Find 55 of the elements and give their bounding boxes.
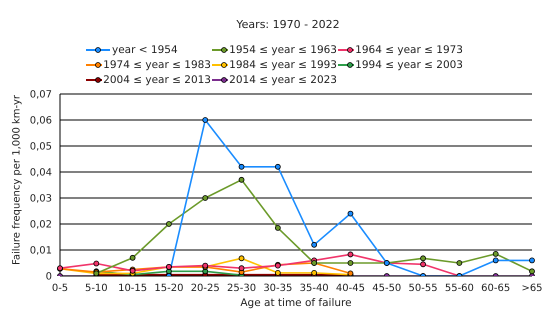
point — [130, 254, 136, 261]
point — [529, 258, 535, 264]
y-tick-label: 0,01 — [30, 246, 52, 257]
x-tick-label: 10-15 — [118, 283, 148, 294]
point — [492, 258, 499, 264]
x-tick-label: 35-40 — [300, 283, 329, 294]
y-tick-label: 0,05 — [30, 142, 52, 153]
x-tick-label: 25-30 — [227, 283, 256, 294]
x-tick-label: 15-20 — [154, 283, 184, 294]
legend-label: 2004 ≤ year ≤ 2013 — [103, 74, 211, 86]
y-tick-label: 0,07 — [30, 90, 52, 101]
point — [529, 268, 535, 274]
point — [348, 260, 354, 266]
point — [238, 265, 244, 272]
legend-label: 1964 ≤ year ≤ 1973 — [355, 44, 463, 56]
point — [202, 195, 208, 201]
x-tick-label: 60-65 — [481, 283, 510, 294]
point — [456, 260, 462, 266]
point — [166, 221, 172, 227]
point — [420, 261, 426, 268]
legend-label: 1954 ≤ year ≤ 1963 — [229, 44, 337, 56]
point — [492, 251, 499, 257]
x-tick-label: 50-55 — [408, 283, 438, 294]
x-tick-label: 55-60 — [444, 283, 474, 294]
x-tick-label: 45-50 — [372, 283, 402, 294]
point — [238, 164, 244, 170]
legend-label: year < 1954 — [112, 44, 178, 56]
legend-label: 1974 ≤ year ≤ 1983 — [103, 59, 211, 71]
x-tick-label: 5-10 — [84, 283, 108, 294]
chart-title: Years: 1970 - 2022 — [235, 17, 341, 33]
y-tick-label: 0 — [46, 272, 52, 283]
x-tick-label: >65 — [521, 283, 543, 294]
y-tick-label: 0,02 — [30, 220, 52, 231]
legend-label: 2014 ≤ year ≤ 2023 — [229, 74, 337, 86]
y-tick-label: 0,04 — [30, 168, 52, 179]
point — [420, 255, 426, 262]
y-axis-title: Failure frequency per 1,000 km-yr — [12, 94, 23, 265]
point — [93, 260, 100, 266]
point — [311, 242, 318, 248]
point — [238, 255, 244, 262]
legend-label: 1994 ≤ year ≤ 2003 — [355, 59, 463, 71]
x-tick-label: 40-45 — [336, 283, 365, 294]
point — [348, 210, 354, 216]
x-tick-label: 20-25 — [190, 283, 220, 294]
y-tick-label: 0,06 — [30, 116, 52, 127]
point — [274, 225, 281, 231]
y-tick-label: 0,03 — [30, 194, 52, 205]
point — [348, 252, 354, 258]
point — [238, 176, 244, 183]
x-axis-title: Age at time of failure — [240, 297, 352, 309]
x-tick-label: 0-5 — [52, 283, 68, 294]
legend-label: 1984 ≤ year ≤ 1993 — [229, 59, 337, 71]
point — [274, 164, 281, 170]
x-tick-label: 30-35 — [263, 283, 292, 294]
point — [202, 117, 208, 123]
